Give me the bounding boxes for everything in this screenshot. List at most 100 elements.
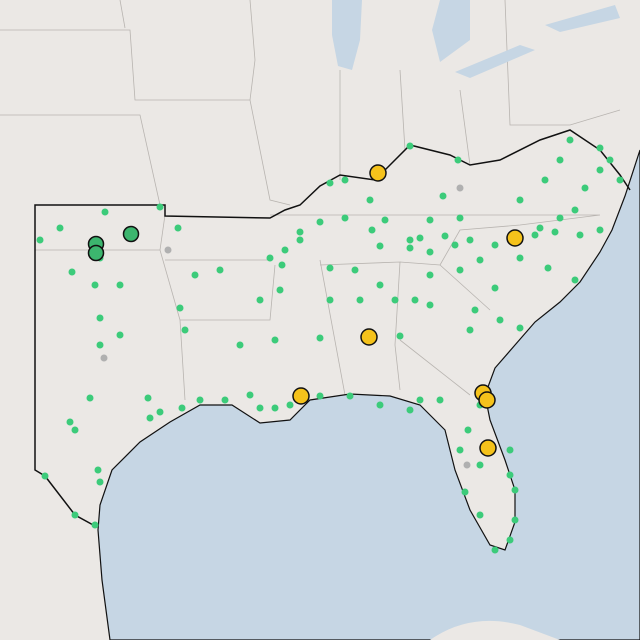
green-dot: [366, 196, 374, 204]
green-dot: [191, 271, 199, 279]
green-dot: [606, 156, 614, 164]
green-dot: [506, 471, 514, 479]
border: [165, 214, 601, 396]
green-dot: [276, 286, 284, 294]
green-dot: [71, 511, 79, 519]
green-dot: [516, 324, 524, 332]
green-dot: [316, 392, 324, 400]
green-dot: [181, 326, 189, 334]
green-dot: [271, 336, 279, 344]
green-dot: [341, 214, 349, 222]
green-dot: [316, 218, 324, 226]
yellow-marker: [479, 439, 497, 457]
great-lakes: [332, 0, 620, 78]
green-dot: [101, 208, 109, 216]
green-dot: [36, 236, 44, 244]
green-dot: [581, 184, 589, 192]
border: [0, 114, 161, 206]
green-dot: [91, 521, 99, 529]
green-dot: [281, 246, 289, 254]
green-dot: [491, 241, 499, 249]
green-dot: [506, 536, 514, 544]
green-dot: [416, 234, 424, 242]
green-dot: [426, 271, 434, 279]
large-green-marker: [122, 225, 140, 243]
green-dot: [456, 266, 464, 274]
green-dot: [176, 304, 184, 312]
green-dot: [174, 224, 182, 232]
green-dot: [511, 486, 519, 494]
cuba: [430, 620, 560, 640]
green-dot: [156, 408, 164, 416]
grey-dot: [100, 354, 108, 362]
grey-dot: [164, 246, 172, 254]
green-dot: [326, 296, 334, 304]
green-dot: [56, 224, 64, 232]
lake-michigan: [332, 0, 362, 70]
green-dot: [556, 156, 564, 164]
yellow-marker: [360, 328, 378, 346]
green-dot: [476, 256, 484, 264]
green-dot: [491, 284, 499, 292]
green-dot: [436, 396, 444, 404]
green-dot: [236, 341, 244, 349]
grey-dot: [463, 461, 471, 469]
markers: [36, 136, 624, 554]
yellow-marker: [292, 387, 310, 405]
lake-huron: [432, 0, 470, 62]
green-dot: [566, 136, 574, 144]
green-dot: [256, 296, 264, 304]
green-dot: [246, 391, 254, 399]
border: [504, 0, 621, 126]
green-dot: [571, 276, 579, 284]
green-dot: [516, 196, 524, 204]
green-dot: [456, 446, 464, 454]
green-dot: [471, 306, 479, 314]
green-dot: [156, 203, 164, 211]
green-dot: [406, 236, 414, 244]
green-dot: [221, 396, 229, 404]
green-dot: [551, 228, 559, 236]
green-dot: [326, 179, 334, 187]
border: [35, 214, 186, 401]
green-dot: [536, 224, 544, 232]
green-dot: [406, 406, 414, 414]
green-dot: [346, 392, 354, 400]
green-dot: [196, 396, 204, 404]
green-dot: [326, 264, 334, 272]
border: [119, 0, 126, 29]
green-dot: [541, 176, 549, 184]
green-dot: [66, 418, 74, 426]
green-dot: [96, 478, 104, 486]
green-dot: [531, 231, 539, 239]
large-green-marker: [87, 244, 105, 262]
lake-ontario: [545, 5, 620, 32]
green-dot: [454, 156, 462, 164]
yellow-marker: [369, 164, 387, 182]
green-dot: [341, 176, 349, 184]
green-dot: [596, 226, 604, 234]
green-dot: [466, 326, 474, 334]
green-dot: [91, 281, 99, 289]
green-dot: [266, 254, 274, 262]
green-dot: [296, 228, 304, 236]
green-dot: [406, 244, 414, 252]
green-dot: [544, 264, 552, 272]
green-dot: [376, 401, 384, 409]
border: [459, 89, 471, 166]
green-dot: [86, 394, 94, 402]
green-dot: [144, 394, 152, 402]
green-dot: [41, 472, 49, 480]
lake-erie: [455, 45, 535, 78]
green-dot: [461, 488, 469, 496]
green-dot: [96, 314, 104, 322]
green-dot: [376, 242, 384, 250]
green-dot: [596, 166, 604, 174]
yellow-marker: [506, 229, 524, 247]
green-dot: [451, 241, 459, 249]
green-dot: [396, 332, 404, 340]
yellow-marker: [478, 391, 496, 409]
green-dot: [426, 216, 434, 224]
green-dot: [476, 461, 484, 469]
green-dot: [456, 214, 464, 222]
